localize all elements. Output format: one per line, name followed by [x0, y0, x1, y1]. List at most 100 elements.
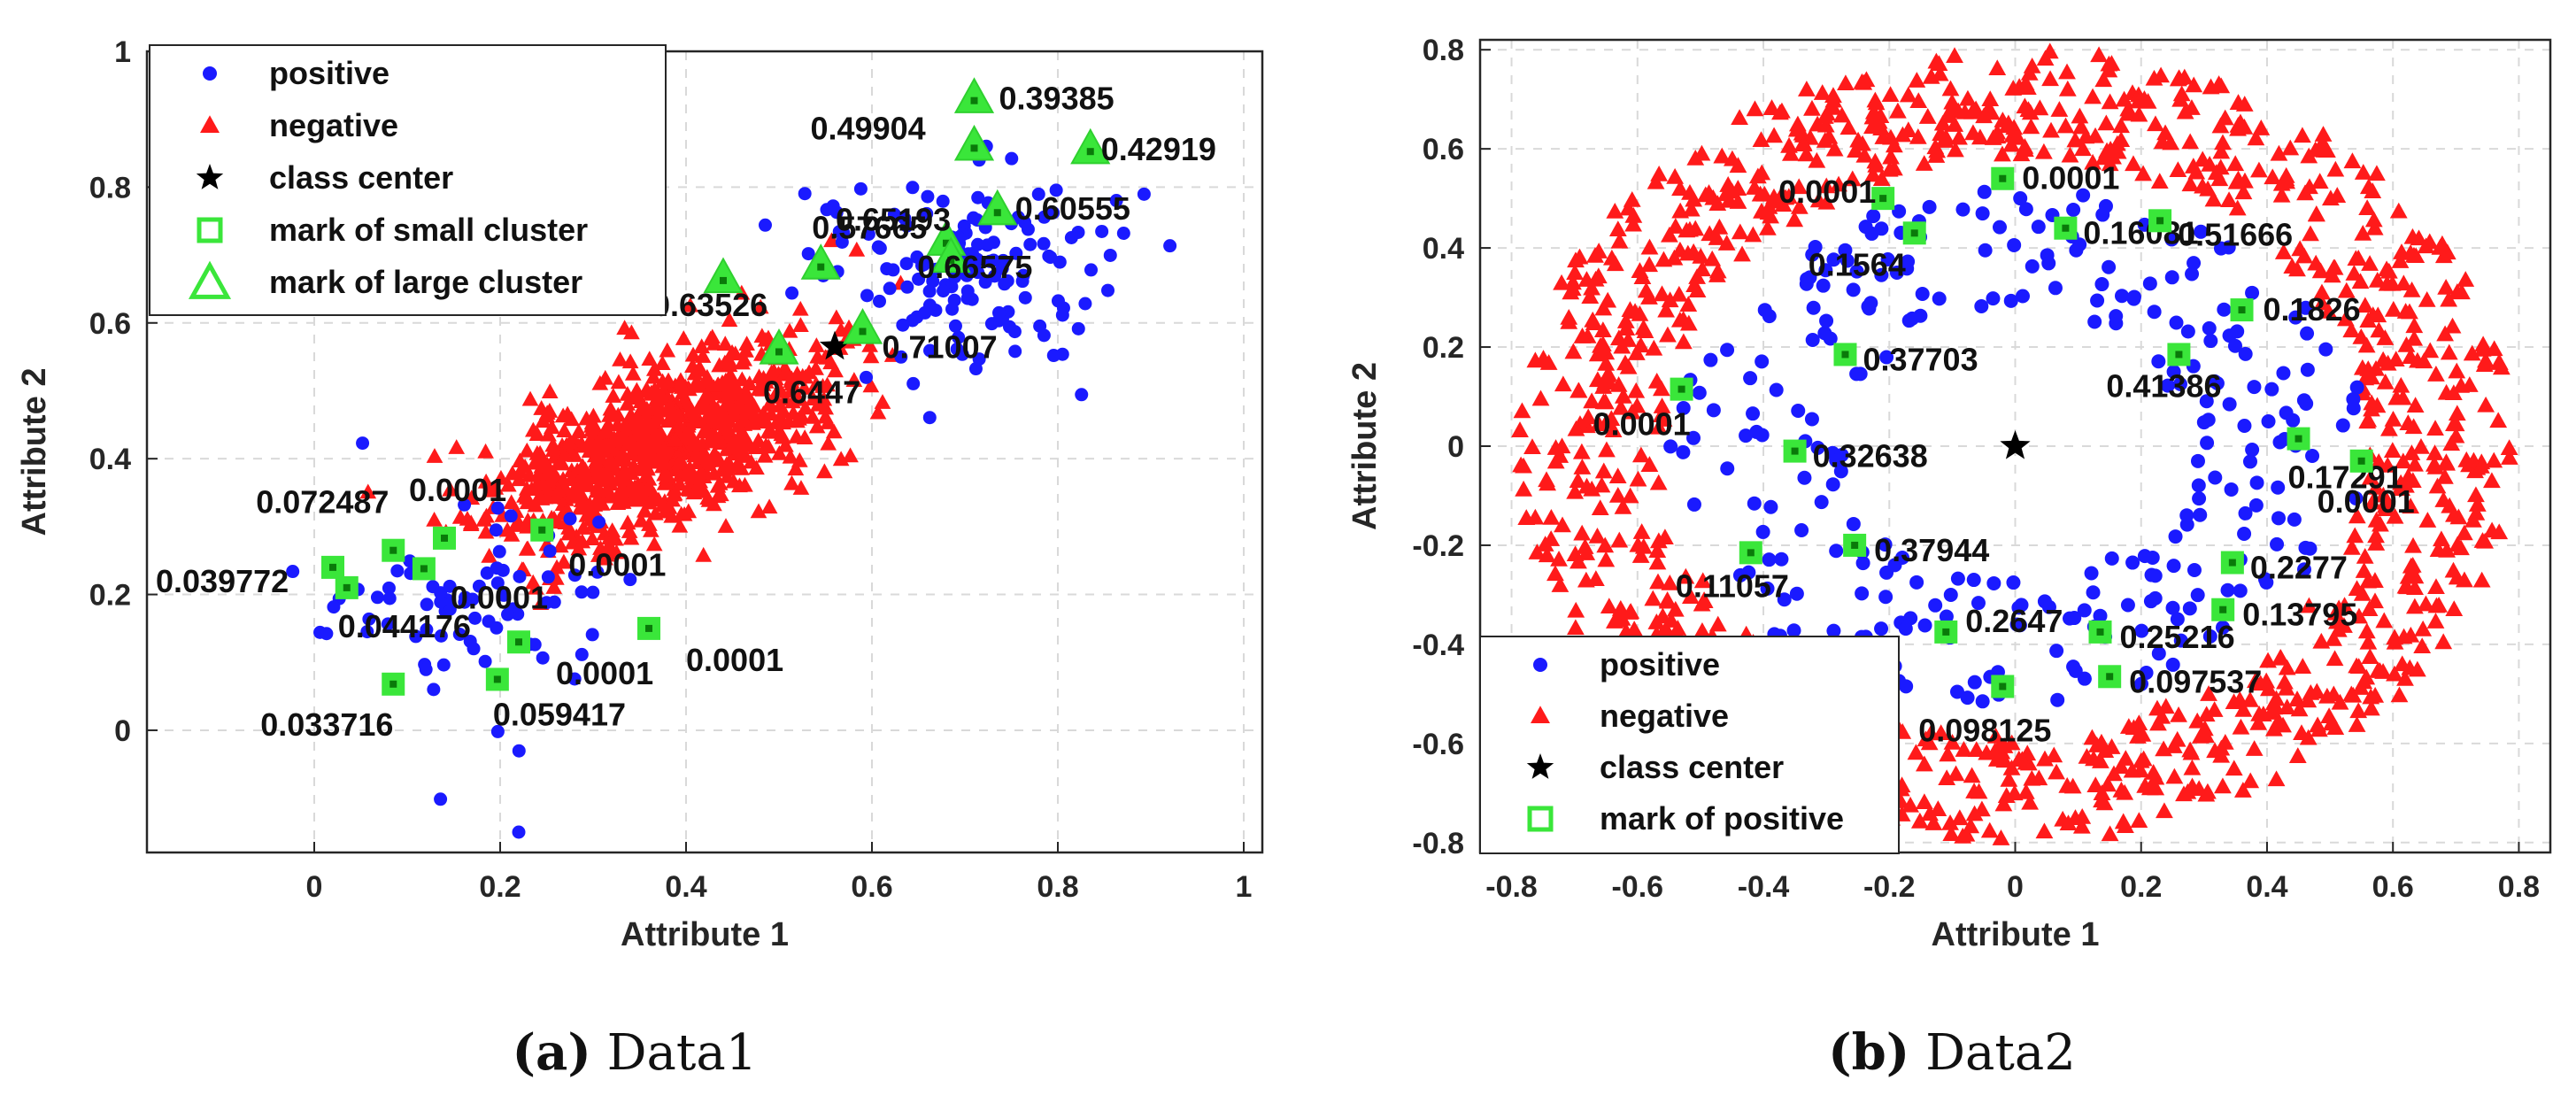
y-tick-label: 0: [1447, 430, 1464, 464]
negative-point: [2041, 70, 2059, 87]
y-tick-label: 0.2: [89, 579, 131, 613]
negative-point: [2294, 658, 2312, 674]
positive-point: [1839, 253, 1855, 268]
negative-point: [2427, 578, 2445, 595]
negative-point: [728, 399, 744, 415]
negative-point: [1704, 189, 1723, 205]
positive-point: [434, 586, 448, 600]
negative-point: [1863, 118, 1881, 135]
negative-point: [2485, 451, 2503, 468]
negative-point: [1731, 109, 1748, 125]
small-cluster-mark-center: [343, 583, 351, 591]
positive-point: [592, 515, 606, 529]
negative-point: [1881, 86, 1900, 103]
positive-point: [492, 544, 506, 559]
positive-point: [1686, 430, 1701, 445]
negative-point: [2383, 442, 2402, 458]
negative-point: [2390, 686, 2409, 703]
negative-point: [2359, 411, 2378, 428]
negative-point: [2449, 508, 2468, 525]
positive-point: [1794, 522, 1809, 537]
negative-point: [2101, 93, 2119, 110]
positive-point: [536, 651, 550, 665]
negative-point: [1640, 456, 1659, 472]
negative-point: [1649, 573, 1667, 590]
positive-point: [512, 744, 526, 758]
positive-point: [1805, 333, 1820, 348]
negative-point: [624, 365, 642, 381]
negative-point: [771, 444, 788, 460]
positive-point: [497, 588, 511, 602]
negative-point: [1920, 734, 1939, 751]
y-tick-label: 0.4: [89, 443, 131, 476]
negative-point: [1650, 165, 1669, 181]
negative-point: [1608, 486, 1627, 503]
positive-point: [2165, 600, 2180, 615]
positive-mark-center: [2156, 217, 2164, 225]
positive-point: [1703, 352, 1718, 367]
positive-point: [541, 570, 555, 584]
small-cluster-label: 0.0001: [568, 547, 666, 583]
negative-point: [2276, 673, 2294, 690]
positive-point: [1720, 343, 1735, 358]
small-cluster-mark-center: [515, 638, 522, 646]
negative-point: [2300, 597, 2318, 613]
positive-mark-label: 0.37703: [1863, 341, 1978, 377]
positive-point: [2102, 259, 2117, 274]
negative-point: [1964, 124, 1982, 141]
negative-point: [1916, 755, 1933, 772]
negative-point: [2200, 685, 2217, 701]
positive-point: [2031, 220, 2046, 235]
caption-b-letter: (b): [1828, 1023, 1909, 1082]
positive-point: [1005, 151, 1019, 166]
negative-point: [1600, 598, 1618, 613]
negative-point: [2147, 115, 2164, 132]
negative-point: [788, 428, 806, 444]
negative-point: [1553, 274, 1570, 290]
negative-point: [1573, 328, 1592, 343]
negative-point: [1513, 402, 1531, 419]
negative-point: [619, 514, 636, 530]
negative-point: [2210, 75, 2228, 91]
negative-point: [2313, 134, 2332, 150]
legend-marker-big-triangle: [188, 260, 232, 299]
negative-point: [2393, 243, 2410, 259]
positive-point: [468, 611, 482, 625]
positive-point: [1743, 371, 1758, 386]
negative-point: [1758, 219, 1777, 235]
positive-point: [872, 294, 886, 308]
positive-mark-label: 0.2647: [1965, 603, 2063, 639]
negative-point: [1677, 567, 1695, 584]
negative-point: [1629, 470, 1647, 487]
negative-point: [2448, 405, 2466, 421]
negative-point: [2366, 686, 2385, 703]
positive-point: [1676, 400, 1691, 415]
negative-point: [2395, 628, 2413, 644]
negative-point: [1567, 420, 1585, 436]
negative-point: [2156, 802, 2173, 819]
positive-point: [2160, 378, 2175, 393]
negative-point: [2017, 141, 2034, 158]
negative-point: [2485, 340, 2503, 357]
positive-point: [2348, 490, 2364, 505]
negative-point: [2349, 702, 2368, 719]
positive-mark-center: [1791, 447, 1799, 455]
negative-point: [1610, 531, 1629, 548]
negative-point: [792, 480, 810, 495]
negative-point: [1872, 170, 1891, 187]
small-cluster-label: 0.0001: [451, 579, 548, 615]
negative-point: [684, 346, 702, 362]
negative-point: [1597, 551, 1616, 567]
negative-point: [2326, 160, 2345, 177]
negative-point: [2426, 420, 2444, 436]
negative-point: [2444, 384, 2463, 401]
negative-point: [1515, 480, 1533, 497]
negative-point: [1653, 397, 1671, 413]
negative-point: [781, 322, 798, 338]
negative-point: [2097, 114, 2116, 131]
negative-point: [2247, 129, 2265, 146]
negative-point: [2452, 376, 2471, 393]
negative-point: [528, 426, 546, 441]
